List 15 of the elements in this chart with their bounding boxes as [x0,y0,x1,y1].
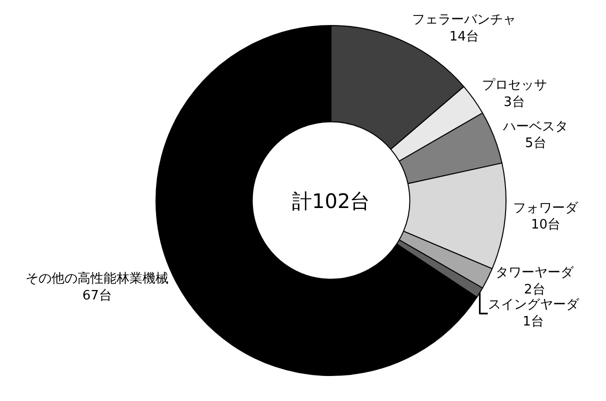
slice-label: タワーヤーダ [496,266,575,281]
text: 計102台 [292,189,370,213]
slice-label: フォワーダ [513,200,580,216]
data-label: 2台 [524,282,546,298]
data-label: 10台 [530,218,560,233]
slice-label: スイングヤーダ [488,298,580,313]
data-label: 5台 [525,136,546,152]
data-label: 1台 [522,314,544,330]
data-label: 3台 [504,95,525,110]
data-label: 67台 [82,288,112,304]
slice-label: プロセッサ [482,78,547,94]
slice-label: その他の高性能林業機械 [26,270,169,287]
slice-label: ハーベスタ [502,119,568,134]
slice-label: フェラーバンチャ [412,12,516,28]
data-label: 14台 [449,29,479,44]
